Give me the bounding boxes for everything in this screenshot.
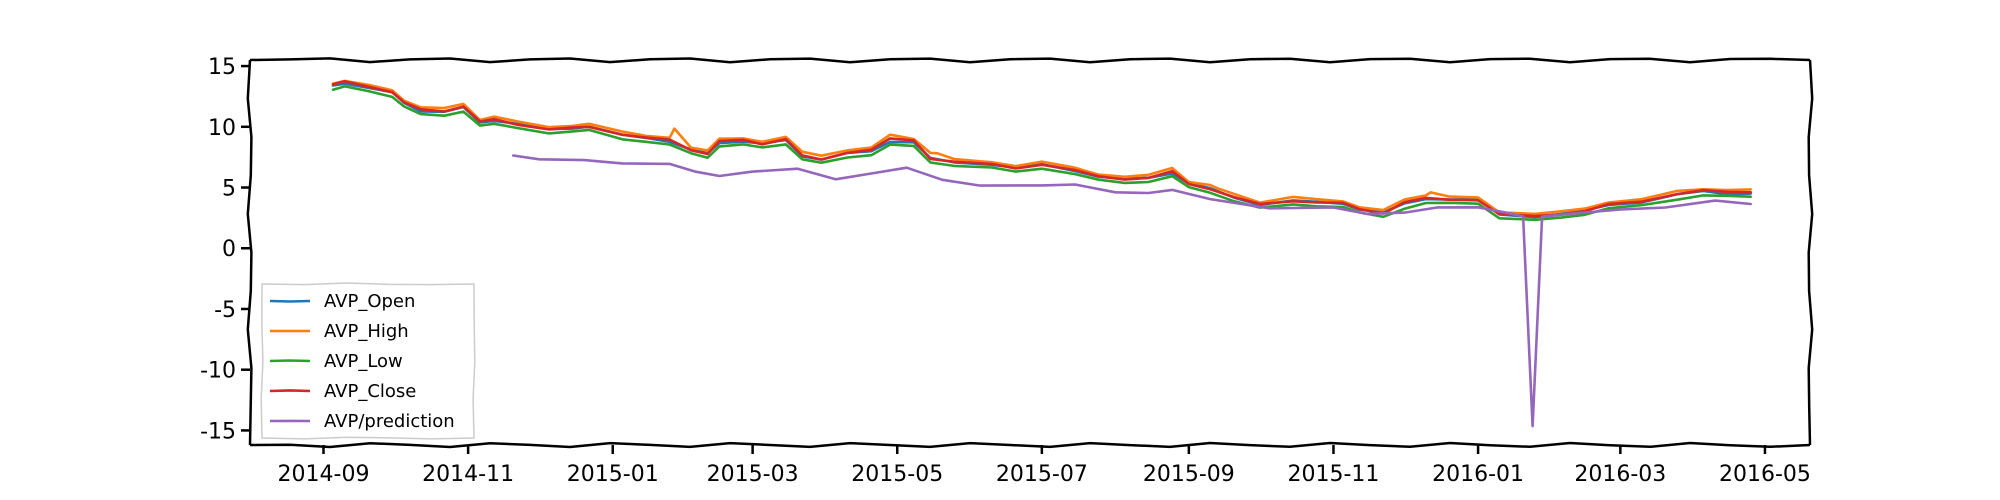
legend-label: AVP/prediction — [324, 411, 455, 432]
x-tick-label: 2015-05 — [851, 462, 943, 487]
frame-bottom — [249, 441, 1811, 449]
x-tick-label: 2015-01 — [567, 462, 659, 487]
series-layer — [331, 79, 1752, 428]
x-tick-label: 2015-03 — [707, 462, 799, 487]
legend-label: AVP_High — [324, 321, 409, 342]
x-axis: 2014-09 2014-11 2015-01 2015-03 2015-05 2015-… — [278, 445, 1811, 487]
legend-item: AVP_High — [270, 321, 409, 342]
series-line — [331, 82, 1752, 219]
y-tick-label: -15 — [200, 419, 236, 444]
series-avp-high — [331, 79, 1752, 216]
series-avp-prediction — [511, 154, 1752, 428]
y-tick-label: 0 — [222, 237, 236, 262]
frame-top — [249, 57, 1811, 64]
series-avp-close — [331, 80, 1752, 218]
x-tick-label: 2014-09 — [278, 462, 370, 487]
x-tick-label: 2014-11 — [422, 462, 514, 487]
legend-item: AVP/prediction — [269, 411, 455, 432]
x-tick-label: 2016-03 — [1574, 462, 1666, 487]
x-tick-label: 2016-01 — [1432, 462, 1524, 487]
series-line — [331, 79, 1752, 216]
legend: AVP_Open AVP_High AVP_Low AVP_Close AVP/pred… — [260, 282, 476, 440]
series-line — [331, 85, 1752, 222]
series-line — [331, 80, 1752, 218]
y-tick-label: -10 — [200, 359, 236, 384]
legend-label: AVP_Open — [324, 291, 415, 312]
legend-swatch — [269, 299, 311, 303]
legend-item: AVP_Low — [269, 351, 403, 372]
legend-label: AVP_Low — [324, 351, 403, 372]
series-avp-low — [331, 85, 1752, 222]
legend-box — [260, 282, 476, 440]
y-tick-label: 5 — [222, 177, 236, 202]
series-line — [511, 154, 1752, 428]
y-tick-label: -5 — [214, 298, 236, 323]
series-avp-open — [331, 82, 1752, 219]
frame-left — [246, 59, 253, 446]
plot-frame — [246, 57, 1814, 449]
x-tick-label: 2015-11 — [1288, 462, 1380, 487]
x-tick-label: 2015-09 — [1143, 462, 1235, 487]
y-tick-label: 15 — [208, 55, 236, 80]
x-tick-label: 2016-05 — [1719, 462, 1811, 487]
legend-item: AVP_Open — [269, 291, 415, 312]
x-tick-label: 2015-07 — [996, 462, 1088, 487]
legend-swatch — [269, 389, 311, 393]
y-tick-label: 10 — [208, 116, 236, 141]
legend-swatch — [269, 359, 311, 363]
y-axis: 15 10 5 0 -5 -10 -15 — [200, 55, 250, 444]
legend-label: AVP_Close — [324, 381, 416, 402]
legend-item: AVP_Close — [269, 381, 416, 402]
frame-right — [1807, 59, 1814, 446]
